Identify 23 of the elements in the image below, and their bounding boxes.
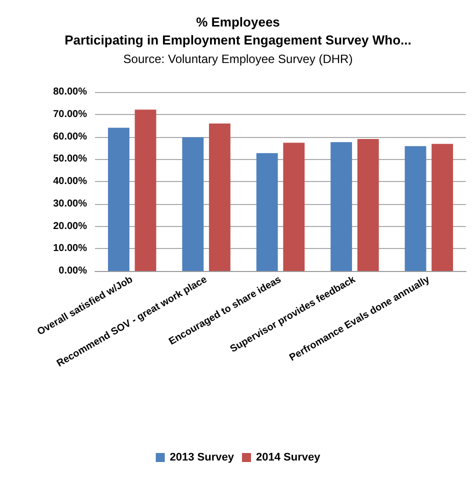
y-tick-label: 0.00% bbox=[58, 266, 88, 276]
bar bbox=[283, 142, 305, 271]
bar bbox=[108, 128, 130, 271]
bar bbox=[330, 142, 352, 271]
chart-subtitle: Source: Voluntary Employee Survey (DHR) bbox=[123, 52, 353, 66]
legend-label: 2014 Survey bbox=[256, 452, 322, 464]
y-tick-label: 20.00% bbox=[53, 220, 88, 232]
bar bbox=[256, 153, 278, 271]
y-tick-label: 40.00% bbox=[53, 176, 88, 187]
y-tick-label: 80.00% bbox=[53, 86, 88, 98]
y-tick-label: 30.00% bbox=[53, 198, 88, 210]
bar bbox=[208, 124, 230, 271]
bar bbox=[182, 137, 204, 271]
y-tick-label: 60.00% bbox=[53, 131, 88, 142]
bar bbox=[357, 138, 379, 271]
bar bbox=[404, 146, 426, 271]
bar bbox=[134, 110, 156, 271]
legend-label: 2013 Survey bbox=[170, 452, 235, 464]
chart-title: % Employees Participating in Employment Engagement Survey Who... bbox=[64, 14, 412, 48]
y-tick-label: 10.00% bbox=[53, 243, 88, 254]
bar bbox=[432, 144, 454, 271]
y-tick-label: 70.00% bbox=[53, 108, 88, 120]
y-tick-label: 50.00% bbox=[53, 154, 88, 165]
